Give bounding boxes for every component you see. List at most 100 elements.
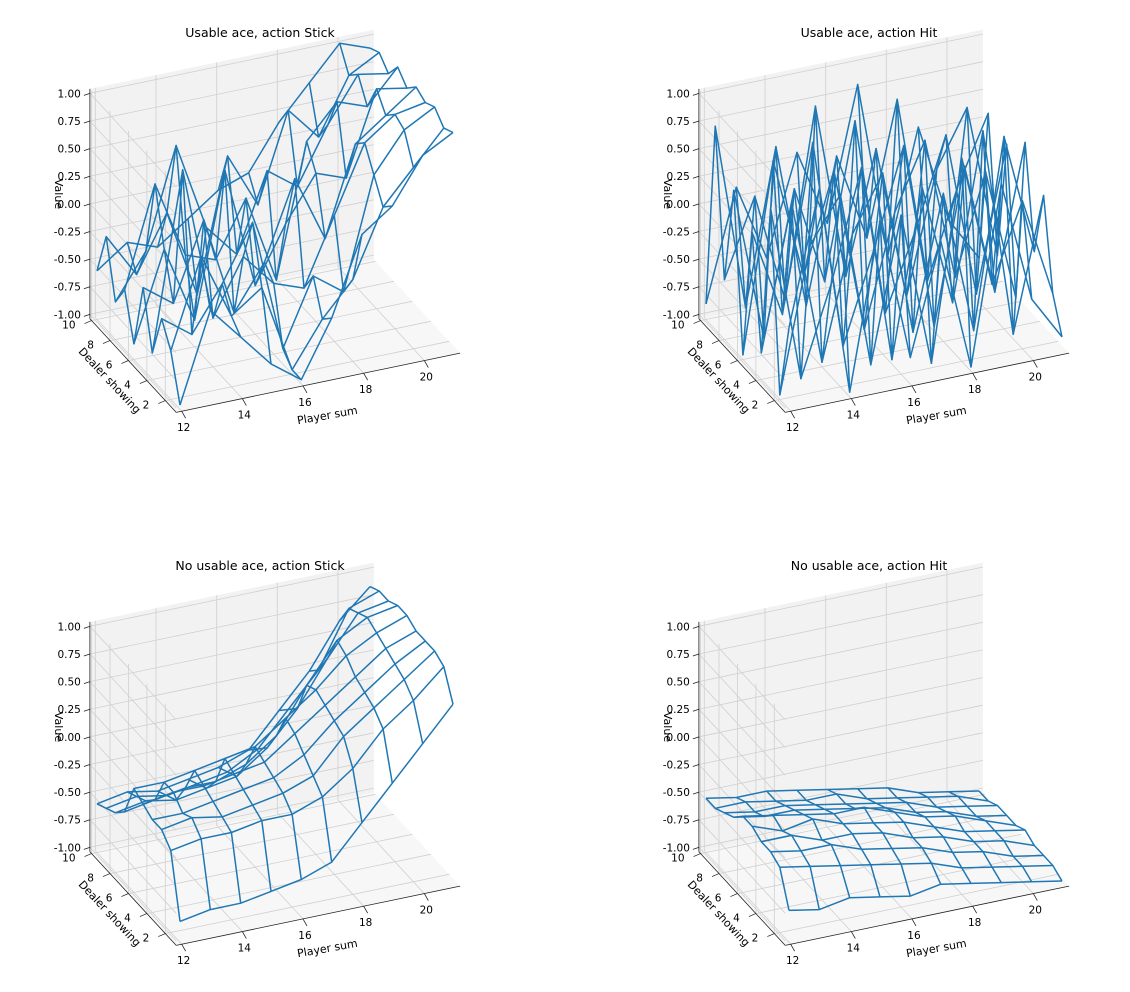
z-tick-label: -0.25 — [663, 226, 690, 238]
z-tick — [83, 681, 91, 684]
wire-col — [248, 717, 333, 863]
wire-col — [308, 82, 393, 208]
wire-col — [278, 109, 363, 293]
z-tick-label: 0.50 — [57, 144, 80, 156]
z-tick-label: 1.00 — [57, 621, 80, 633]
wire-col — [857, 788, 942, 885]
x-axis-line — [176, 885, 461, 946]
z-tick — [692, 258, 700, 262]
wire-col — [338, 43, 424, 169]
grid-x — [885, 49, 973, 374]
z-tick — [83, 148, 91, 151]
y-tick — [84, 853, 92, 857]
x-tick — [790, 944, 796, 952]
wire-row — [161, 650, 436, 831]
y-tick-label: 2 — [752, 400, 759, 412]
y-tick-label: 6 — [715, 893, 722, 905]
pane-bottom — [89, 792, 461, 946]
z-tick-label: 0.00 — [57, 732, 80, 744]
grid-x — [703, 87, 791, 412]
wireframe — [705, 787, 1063, 912]
wire-col — [96, 787, 181, 922]
wire-col — [917, 791, 1002, 883]
z-tick-label: 0.00 — [666, 732, 689, 744]
y-tick-label: 10 — [671, 320, 684, 332]
y-tick — [158, 933, 166, 937]
x-tick-label: 12 — [786, 422, 799, 434]
wire-row — [751, 818, 1026, 833]
z-tick-label: -0.25 — [54, 226, 81, 238]
x-tick — [241, 398, 247, 406]
z-tick — [83, 231, 91, 234]
grid-x — [94, 87, 182, 412]
z-tick — [692, 625, 700, 629]
y-tick — [121, 893, 129, 897]
z-tick — [83, 736, 91, 740]
z-tick — [83, 819, 91, 823]
z-tick-label: 0.25 — [666, 704, 689, 716]
z-tick-label: -0.50 — [663, 254, 690, 266]
y-tick — [748, 913, 757, 917]
x-tick-label: 14 — [238, 410, 252, 422]
y-axis-line — [89, 318, 177, 413]
pane-bottom — [698, 259, 1070, 413]
x-tick-label: 18 — [359, 384, 372, 396]
z-tick — [692, 92, 700, 96]
y-tick — [102, 873, 111, 877]
y-tick-label: 10 — [671, 853, 684, 865]
wire-row — [714, 98, 989, 309]
wireframe — [705, 83, 1063, 396]
wire-col — [705, 125, 790, 396]
grid-x — [885, 582, 973, 907]
x-tick-label: 16 — [298, 397, 312, 409]
wire-row — [142, 630, 417, 805]
y-tick — [711, 340, 720, 344]
y-tick-label: 8 — [696, 340, 703, 352]
z-tick — [692, 175, 700, 179]
z-tick-label: -1.00 — [54, 842, 81, 854]
x-tick-label: 20 — [420, 905, 433, 917]
y-tick — [748, 380, 757, 384]
wire-col — [156, 144, 242, 338]
z-tick — [692, 681, 700, 684]
grid-x — [94, 620, 182, 945]
x-tick — [1032, 360, 1038, 368]
z-tick-label: -0.75 — [54, 815, 81, 827]
y-tick-label: 8 — [87, 873, 94, 885]
z-tick — [83, 286, 91, 290]
grid-x — [155, 608, 243, 932]
wire-row — [152, 640, 426, 821]
wire-row — [151, 101, 426, 354]
z-tick — [83, 625, 91, 629]
pane-bottom — [89, 259, 461, 413]
wire-col — [217, 745, 303, 880]
x-tick-label: 12 — [177, 955, 190, 967]
wire-row — [705, 787, 980, 800]
wire-col — [705, 797, 790, 911]
y-tick-label: 4 — [124, 913, 131, 925]
wireframe — [96, 42, 454, 406]
wire-row — [751, 141, 1026, 347]
y-tick — [767, 933, 775, 937]
wire-row — [161, 106, 436, 350]
wire-row — [142, 86, 417, 314]
z-tick — [692, 120, 700, 124]
z-tick-label: -0.75 — [54, 282, 81, 294]
grid-x — [216, 595, 304, 920]
wire-row — [96, 586, 371, 805]
x-tick — [181, 411, 187, 419]
z-tick-label: -0.75 — [663, 282, 690, 294]
x-tick — [363, 373, 369, 381]
z-tick-label: -0.25 — [663, 759, 690, 771]
z-tick — [83, 791, 91, 795]
x-tick — [423, 360, 429, 368]
wire-col — [887, 787, 972, 884]
wire-col — [796, 789, 881, 898]
x-axis-line — [176, 352, 461, 413]
wire-col — [887, 98, 972, 368]
y-tick-label: 10 — [62, 320, 75, 332]
z-tick-label: 0.75 — [666, 116, 689, 128]
z-tick — [692, 653, 700, 657]
